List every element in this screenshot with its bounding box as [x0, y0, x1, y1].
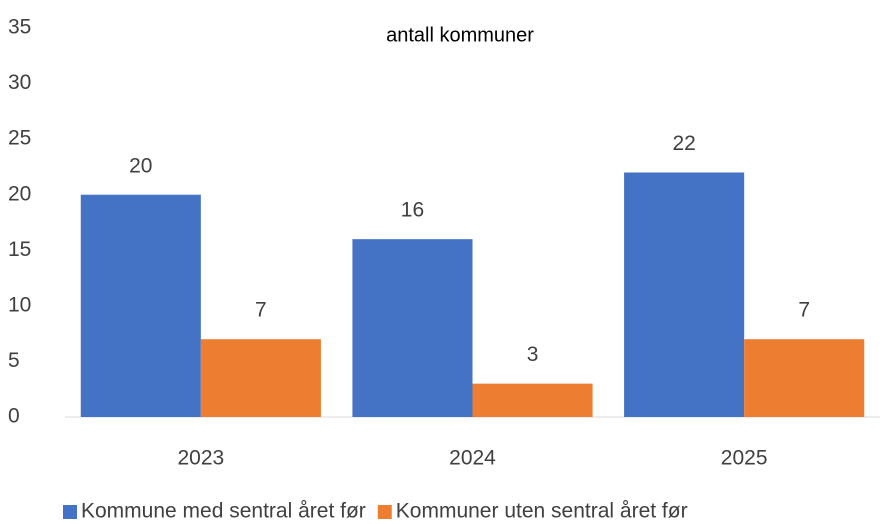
legend-label: Kommuner uten sentral året før: [396, 500, 688, 523]
data-label: 20: [129, 154, 152, 177]
data-label: 22: [672, 132, 695, 155]
data-label: 3: [527, 343, 539, 366]
data-label: 16: [401, 199, 424, 222]
bar: [200, 339, 321, 417]
bar: [624, 172, 745, 417]
y-tick-label: 15: [8, 238, 31, 261]
bar: [352, 239, 473, 417]
y-tick-label: 5: [8, 349, 20, 372]
data-label: 7: [798, 299, 810, 322]
bar: [80, 194, 201, 417]
bar: [472, 383, 593, 417]
x-tick-label: 2025: [721, 447, 768, 470]
y-tick-label: 30: [8, 71, 31, 94]
x-tick-label: 2024: [449, 447, 496, 470]
legend-label: Kommune med sentral året før: [81, 500, 366, 523]
chart-title: antall kommuner: [386, 24, 534, 46]
y-tick-label: 0: [8, 405, 20, 428]
y-tick-label: 35: [8, 16, 31, 39]
legend-swatch: [63, 505, 77, 519]
data-label: 7: [255, 299, 267, 322]
x-tick-label: 2023: [177, 447, 224, 470]
bar: [744, 339, 865, 417]
legend-swatch: [377, 505, 392, 519]
y-tick-label: 25: [8, 127, 31, 150]
y-tick-label: 10: [8, 293, 31, 316]
y-tick-label: 20: [8, 182, 31, 205]
